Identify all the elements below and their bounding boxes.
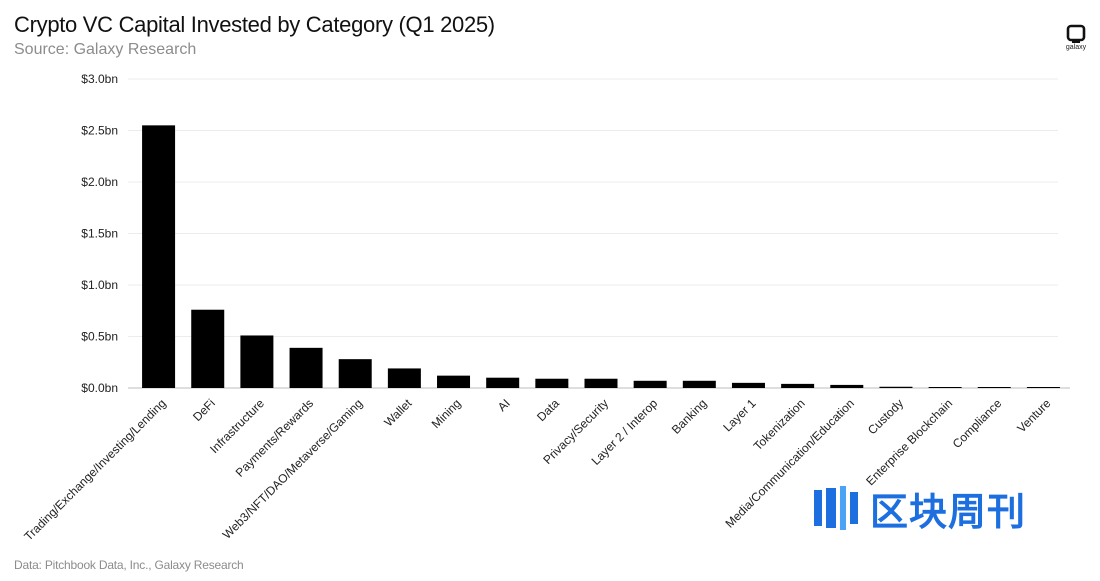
bar [928, 387, 962, 388]
x-tick-label: Banking [669, 396, 710, 437]
x-tick-label: Venture [1014, 396, 1053, 435]
chart-title: Crypto VC Capital Invested by Category (… [14, 12, 495, 37]
bar [437, 375, 471, 388]
bar [879, 386, 913, 388]
bar [633, 380, 667, 388]
x-tick-label: Trading/Exchange/Investing/Lending [21, 396, 168, 543]
bar [731, 382, 765, 388]
bar [1026, 387, 1060, 388]
y-tick-label: $0.5bn [81, 330, 118, 344]
x-tick-label: Enterprise Blockchain [863, 396, 955, 488]
y-tick-label: $1.0bn [81, 278, 118, 292]
bar [584, 378, 618, 388]
bar [191, 309, 225, 388]
y-tick-label: $1.5bn [81, 227, 118, 241]
bar [781, 383, 815, 388]
x-tick-label: Wallet [381, 396, 415, 430]
x-tick-label: Mining [429, 396, 464, 431]
x-tick-label: Custody [865, 396, 906, 437]
chart-subtitle: Source: Galaxy Research [14, 41, 197, 58]
bar [486, 377, 520, 388]
bar [387, 368, 421, 388]
bar [535, 378, 569, 388]
data-source-note: Data: Pitchbook Data, Inc., Galaxy Resea… [14, 558, 244, 572]
bar [289, 347, 323, 388]
x-tick-label: Compliance [950, 396, 1005, 451]
y-tick-label: $0.0bn [81, 381, 118, 395]
bar [240, 335, 274, 388]
bar [830, 384, 864, 388]
y-tick-label: $3.0bn [81, 72, 118, 86]
y-tick-label: $2.5bn [81, 124, 118, 138]
galaxy-logo-icon [1066, 24, 1086, 43]
x-tick-label: DeFi [190, 396, 218, 424]
bar [977, 387, 1011, 388]
bar [142, 125, 176, 388]
watermark: 区块周刊 [812, 486, 1026, 534]
bar [338, 359, 372, 388]
galaxy-logo-label: galaxy [1065, 44, 1087, 51]
bar [682, 380, 716, 388]
x-tick-label: Data [534, 396, 562, 424]
x-tick-label: Layer 1 [720, 396, 758, 434]
watermark-text: 区块周刊 [870, 489, 1027, 534]
y-tick-label: $2.0bn [81, 175, 118, 189]
x-tick-label: AI [495, 396, 513, 414]
blockweekly-logo-icon [814, 486, 858, 530]
